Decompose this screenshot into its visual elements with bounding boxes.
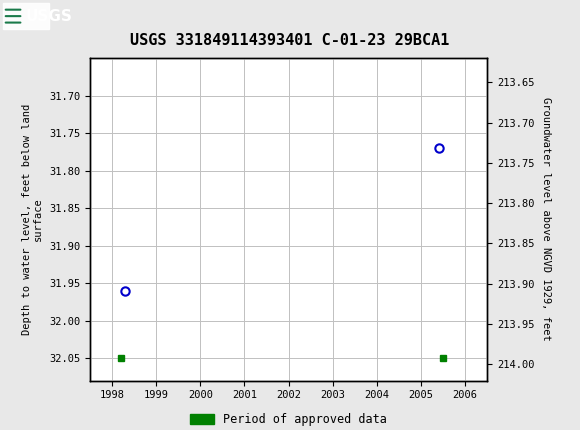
Text: USGS: USGS [26, 9, 73, 24]
Legend: Period of approved data: Period of approved data [186, 408, 392, 430]
FancyBboxPatch shape [3, 3, 49, 29]
Y-axis label: Depth to water level, feet below land
surface: Depth to water level, feet below land su… [22, 104, 44, 335]
Y-axis label: Groundwater level above NGVD 1929, feet: Groundwater level above NGVD 1929, feet [541, 98, 551, 341]
Text: USGS 331849114393401 C-01-23 29BCA1: USGS 331849114393401 C-01-23 29BCA1 [130, 34, 450, 48]
